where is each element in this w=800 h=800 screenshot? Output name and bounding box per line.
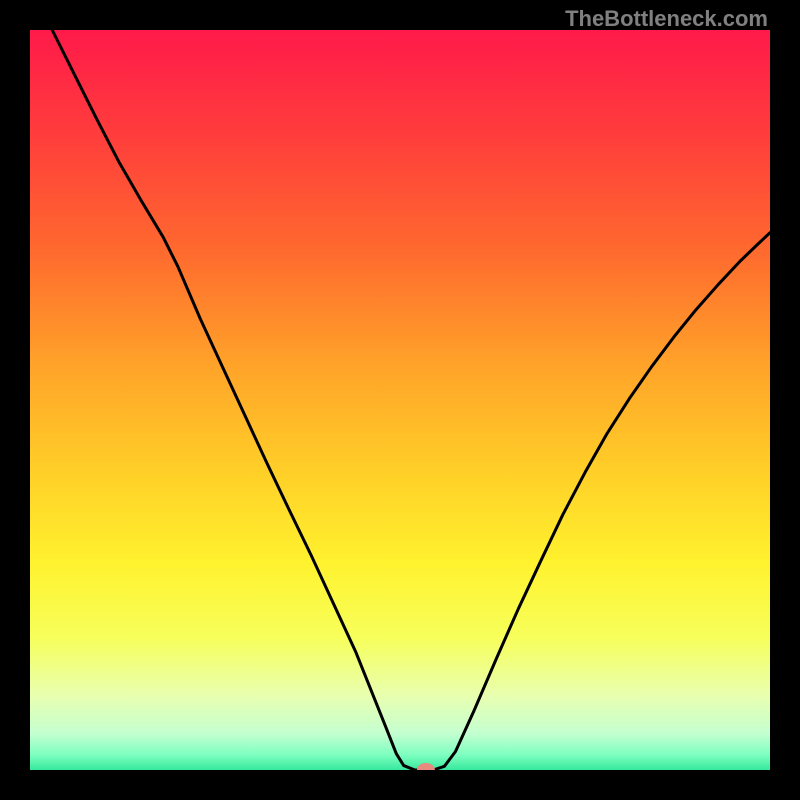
watermark-label: TheBottleneck.com: [565, 6, 768, 32]
plot-area: [30, 30, 770, 770]
chart-frame: TheBottleneck.com: [0, 0, 800, 800]
gradient-background: [30, 30, 770, 770]
plot-svg: [30, 30, 770, 770]
